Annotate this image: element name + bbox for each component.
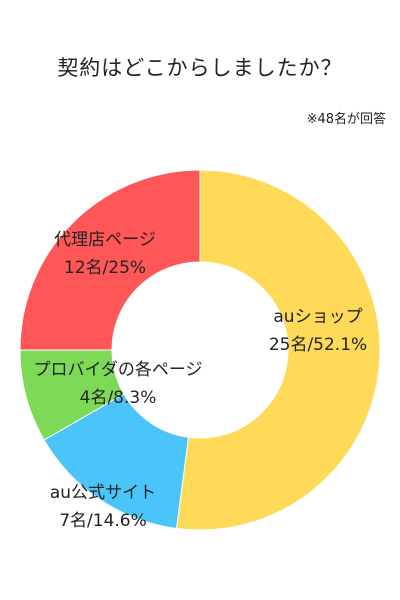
respondent-note: ※48名が回答 <box>306 112 386 127</box>
slice-4 <box>19 169 201 351</box>
slice-3-value-label: 4名/8.3% <box>80 388 157 408</box>
slice-1-value-label: 25名/52.1% <box>269 335 367 355</box>
slice-1 <box>175 169 381 531</box>
slice-2-name-label: au公式サイト <box>50 483 156 503</box>
slice-2-value-label: 7名/14.6% <box>59 511 147 531</box>
chart-title: 契約はどこからしましたか？ <box>57 56 343 80</box>
slice-1-name-label: auショップ <box>273 307 362 327</box>
slice-3-name-label: プロバイダの各ページ <box>34 360 203 380</box>
slice-4-value-label: 12名/25% <box>64 258 146 278</box>
slice-4-name-label: 代理店ページ <box>54 230 156 250</box>
